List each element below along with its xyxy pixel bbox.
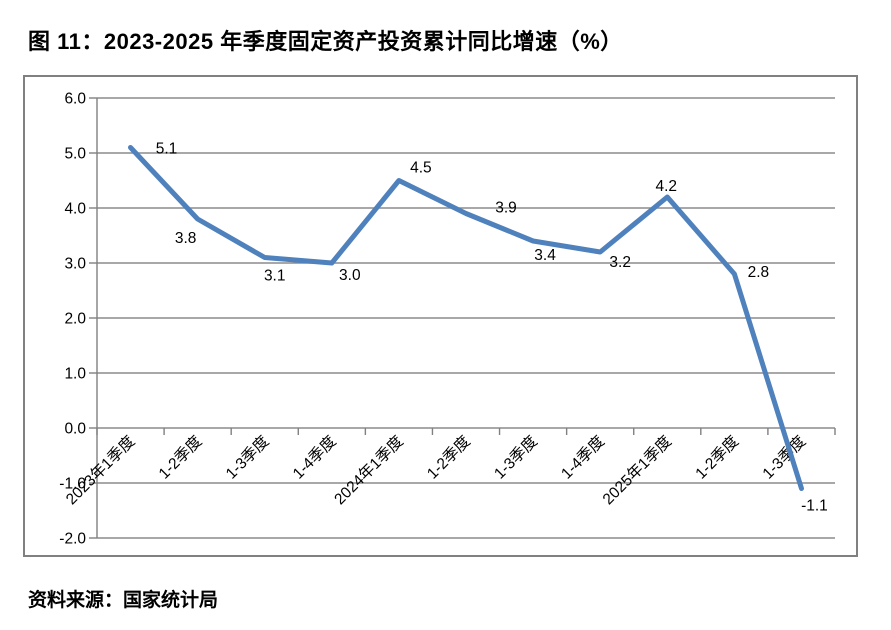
data-label: 3.0 (339, 267, 361, 284)
x-axis-label: 1-2季度 (423, 432, 473, 482)
y-tick-label: 3.0 (64, 256, 86, 273)
data-label: 4.5 (410, 160, 432, 177)
y-tick-label: 0.0 (64, 421, 86, 438)
y-tick-label: -1.0 (59, 476, 86, 493)
data-label: 3.8 (175, 230, 197, 247)
x-axis-label: 1-3季度 (490, 432, 540, 482)
y-tick-label: 4.0 (64, 201, 86, 218)
y-tick-label: -2.0 (59, 531, 86, 548)
x-axis-label: 2023年1季度 (62, 432, 138, 508)
data-label: 3.1 (264, 268, 286, 285)
data-label: 5.1 (156, 141, 178, 158)
data-label: 3.9 (495, 200, 517, 217)
chart-frame: -2.0 -1.0 0.0 1.0 2.0 3.0 4.0 5.0 6.0 2023年1季度 1-2… (23, 75, 858, 557)
y-tick-label: 5.0 (64, 146, 86, 163)
source-note: 资料来源：国家统计局 (28, 590, 219, 611)
x-axis-label: 1-2季度 (155, 432, 205, 482)
x-axis-label: 1-4季度 (289, 432, 339, 482)
y-tick-label: 6.0 (64, 91, 86, 108)
y-tick-label: 2.0 (64, 311, 86, 328)
x-axis-label: 1-4季度 (558, 432, 608, 482)
x-axis-label: 2025年1季度 (599, 432, 675, 508)
data-label: 3.4 (534, 247, 556, 264)
x-axis-label: 1-3季度 (222, 432, 272, 482)
data-label: 2.8 (748, 264, 770, 281)
x-axis-label: 2024年1季度 (331, 432, 407, 508)
y-tick-label: 1.0 (64, 366, 86, 383)
data-label: -1.1 (801, 498, 828, 515)
x-axis-label: 1-2季度 (692, 432, 742, 482)
line-chart: -2.0 -1.0 0.0 1.0 2.0 3.0 4.0 5.0 6.0 2023年1季度 1-2… (59, 91, 836, 548)
data-label: 4.2 (655, 178, 677, 195)
series-line (128, 145, 804, 491)
data-label: 3.2 (609, 254, 631, 271)
figure-title: 图 11：2023-2025 年季度固定资产投资累计同比增速（%） (28, 29, 623, 54)
